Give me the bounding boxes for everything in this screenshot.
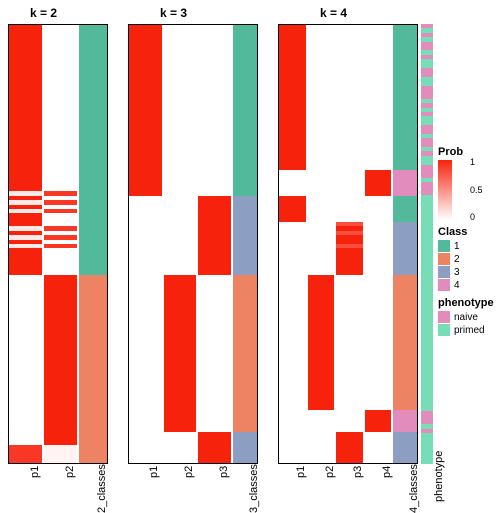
- legend-class-4: 4: [438, 279, 500, 291]
- xlabel: p3: [218, 466, 230, 478]
- xlabel: 4_classes: [408, 464, 420, 513]
- xlabel: p2: [324, 466, 336, 478]
- xlabel: p2: [64, 466, 76, 478]
- prob-tick-1: 1: [470, 157, 475, 167]
- xlabel: p1: [148, 466, 160, 478]
- xlabel: p3: [352, 466, 364, 478]
- legend-prob-title: Prob: [438, 146, 500, 158]
- legend-class-1: 1: [438, 240, 500, 252]
- legend-pheno-items: naiveprimed: [438, 311, 500, 336]
- xlabel: 3_classes: [248, 464, 260, 513]
- panel-k4: [278, 24, 418, 464]
- xlabel: p1: [29, 466, 41, 478]
- title-k4: k = 4: [320, 6, 347, 20]
- panel-k3: [128, 24, 258, 464]
- prob-tick-0: 0: [470, 212, 475, 222]
- panel-k2: [8, 24, 108, 464]
- title-k3: k = 3: [160, 6, 187, 20]
- title-k2: k = 2: [30, 6, 57, 20]
- legend-class-2: 2: [438, 253, 500, 265]
- legend-class-items: 1234: [438, 240, 500, 291]
- legend-class-title: Class: [438, 226, 500, 238]
- xlabel-phenotype: phenotype: [433, 451, 445, 502]
- legend-pheno-primed: primed: [438, 324, 500, 336]
- xlabel: p4: [381, 466, 393, 478]
- legend-pheno-title: phenotype: [438, 297, 500, 309]
- prob-colorbar: [438, 160, 452, 220]
- legend-pheno-naive: naive: [438, 311, 500, 323]
- phenotype-column: [421, 24, 433, 464]
- xlabel: p1: [295, 466, 307, 478]
- legend-class-3: 3: [438, 266, 500, 278]
- legends: Prob 1 0.5 0 Class 1234 phenotype naivep…: [438, 140, 500, 337]
- xlabel: 2_classes: [96, 464, 108, 513]
- xlabel: p2: [183, 466, 195, 478]
- prob-tick-05: 0.5: [470, 185, 483, 195]
